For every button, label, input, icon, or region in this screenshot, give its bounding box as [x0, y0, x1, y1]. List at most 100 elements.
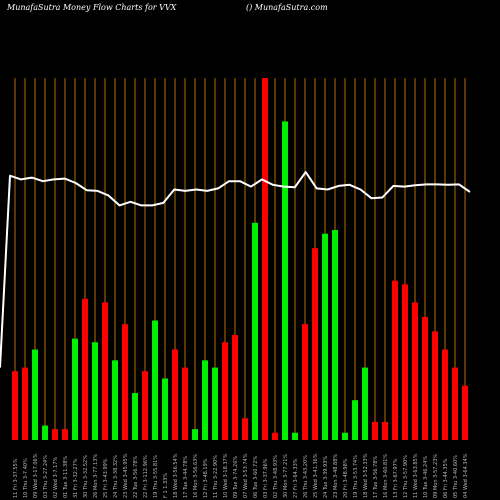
x-tick-labels: 11 Fri 3-37.55% 10 Thu 3-7.40% 09 Wed 3-17…	[13, 453, 469, 498]
x-tick-label: 17 Tue 3-56.78%	[373, 456, 379, 498]
x-tick-label: 30 Mon 3-77.21%	[283, 454, 289, 498]
bar	[22, 367, 28, 440]
x-tick-label: 19 Thu 3-55.81%	[153, 455, 159, 498]
bar	[262, 78, 268, 440]
bar	[182, 367, 188, 440]
bar	[412, 302, 418, 440]
x-tick-label: 10 Thu 3-7.40%	[23, 458, 29, 498]
bar	[222, 342, 228, 440]
x-tick-label: 12 Fri 3-48.19%	[203, 458, 209, 498]
x-tick-label: 09 Mon 3-57.23%	[433, 454, 439, 498]
bar	[382, 421, 388, 440]
price-line-path	[0, 171, 471, 368]
bar	[282, 121, 288, 440]
x-tick-label: 02 Thu 3-48.93%	[273, 455, 279, 498]
bar	[142, 371, 148, 440]
bar	[52, 429, 58, 440]
bar	[192, 429, 198, 440]
x-tick-label: 10 Wed 3-18.37%	[223, 453, 229, 498]
bar	[72, 338, 78, 440]
x-tick-label: 26 Mon 3-77.13%	[93, 454, 99, 498]
bar	[332, 230, 338, 440]
bar	[292, 432, 298, 440]
x-tick-label: 30 Thu 3-32.52%	[83, 455, 89, 498]
x-tick-label: 17 Tue 3-44.78%	[183, 456, 189, 498]
bar	[392, 280, 398, 440]
site-credit: () MunafaSutra.com	[246, 3, 328, 12]
x-tick-label: 05 Thu 3-40.60%	[453, 455, 459, 498]
bar	[422, 316, 428, 440]
x-tick-label: 11 Thu 3-22.90%	[213, 455, 219, 498]
bar	[342, 432, 348, 440]
bar	[212, 367, 218, 440]
bars	[12, 78, 468, 440]
bar	[62, 429, 68, 440]
bar	[322, 233, 328, 440]
bar	[112, 360, 118, 440]
bar	[232, 335, 238, 440]
x-tick-label: 12 Thu 3-57.90%	[403, 455, 409, 498]
bar	[252, 222, 258, 440]
x-tick-label: 11 Wed 3-63.85%	[413, 453, 419, 498]
x-tick-label: 09 Tue 3-74.26%	[233, 456, 239, 498]
bar	[272, 432, 278, 440]
x-tick-label: 03 Thu 3-27.24%	[43, 455, 49, 498]
bar	[302, 324, 308, 440]
bar	[432, 331, 438, 440]
x-tick-label: 27 Fri 3-64.33%	[293, 458, 299, 498]
x-tick-label: 31 Fri 3-32.27%	[73, 458, 79, 498]
x-tick-label: 22 Tue 3-56.78%	[133, 456, 139, 498]
x-tick-label: 24 Thu 3-38.32%	[113, 455, 119, 498]
x-tick-label: 20 Fri 3-48.98%	[343, 458, 349, 498]
bar	[92, 342, 98, 440]
price-line	[0, 171, 471, 368]
bar	[172, 349, 178, 440]
x-tick-label: 04 Wed 3-64.34%	[463, 453, 469, 498]
bar	[102, 302, 108, 440]
x-tick-label: 11 Fri 3-37.55%	[13, 458, 19, 498]
x-tick-label: 06 Fri 3-44.35%	[443, 458, 449, 498]
bar	[312, 248, 318, 440]
x-tick-label: 13 Fri 3-67.97%	[393, 458, 399, 498]
x-tick-label: 25 Fri 3-43.99%	[103, 458, 109, 498]
bar	[202, 360, 208, 440]
bar	[372, 421, 378, 440]
x-tick-label: 07 Wed 3-53.74%	[243, 453, 249, 498]
x-tick-label: 18 Wed 3-56.54%	[173, 453, 179, 498]
bar	[162, 378, 168, 440]
x-tick-label: 25 Wed 3-41.36%	[313, 453, 319, 498]
bar	[452, 367, 458, 440]
bar	[12, 371, 18, 440]
x-tick-label: 16 Mon 3-56.63%	[193, 454, 199, 498]
x-tick-label: 06 Tue 3-60.72%	[253, 456, 259, 498]
bar	[352, 400, 358, 440]
bar	[32, 349, 38, 440]
x-tick-label: 23 Wed 3-45.95%	[123, 453, 129, 498]
bar	[362, 367, 368, 440]
bar	[462, 385, 468, 440]
x-tick-label: 01 Tue 3-11.38%	[63, 456, 69, 498]
chart-title: MunafaSutra Money Flow Charts for VVX	[6, 3, 177, 12]
bar	[122, 324, 128, 440]
x-tick-label: 02 Wed 3-7.17%	[53, 456, 59, 498]
x-tick-label: 03 Fri 3-37.96%	[263, 458, 269, 498]
x-tick-label: F 1 1.33%	[163, 473, 169, 498]
x-tick-label: 26 Thu 3-43.20%	[303, 455, 309, 498]
bar	[132, 392, 138, 440]
bar	[82, 298, 88, 440]
x-tick-label: 18 Wed 3-52.33%	[363, 453, 369, 498]
x-tick-label: 16 Mon 3-60.81%	[383, 454, 389, 498]
x-tick-label: 24 Tue 3-39.93%	[323, 456, 329, 498]
x-tick-label: 22 Fri 3-112.96%	[143, 455, 149, 498]
x-tick-label: 19 Thu 3-53.74%	[353, 455, 359, 498]
bar	[242, 418, 248, 440]
x-tick-label: 09 Wed 3-17.06%	[33, 453, 39, 498]
bar	[442, 349, 448, 440]
bar	[152, 320, 158, 440]
x-tick-label: 10 Tue 3-46.24%	[423, 456, 429, 498]
x-tick-label: 23 Mon 3-48.88%	[333, 454, 339, 498]
bar	[402, 284, 408, 440]
bar	[42, 425, 48, 440]
